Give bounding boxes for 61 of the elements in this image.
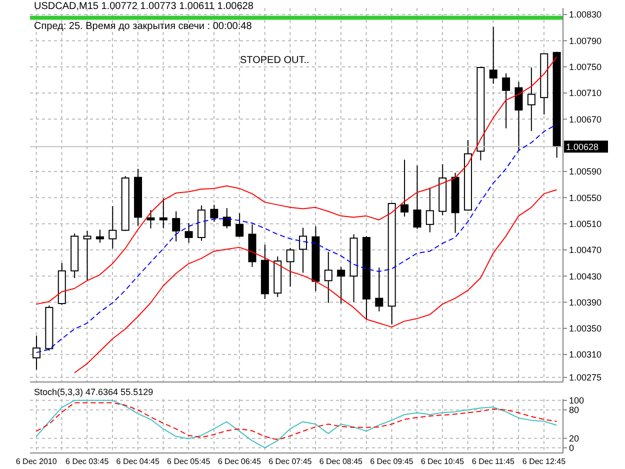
y-tick-label: 1.00830	[569, 10, 602, 20]
x-tick-label: 6 Dec 08:45	[319, 457, 364, 466]
line-series	[36, 56, 558, 305]
candlestick	[489, 26, 498, 84]
x-tick-label: 6 Dec 04:45	[116, 457, 160, 466]
line-series	[36, 400, 558, 448]
y-tick-label: 1.00390	[569, 297, 602, 308]
y-tick-label: 1.00470	[569, 245, 602, 256]
annotation: STOPED OUT..	[240, 55, 310, 66]
candlestick	[83, 230, 92, 280]
candlestick	[286, 247, 294, 288]
y-tick-label: 1.00790	[569, 36, 602, 46]
y-tick-label: 1.00750	[569, 62, 602, 72]
candlestick	[184, 222, 193, 244]
candlestick	[108, 206, 117, 250]
candlestick	[222, 208, 231, 229]
candlestick	[502, 72, 510, 129]
y-tick-label: 0	[569, 442, 574, 453]
y-tick-label: 1.00590	[569, 166, 602, 177]
y-tick-label: 20	[569, 434, 580, 444]
y-tick-label: 1.00275	[569, 372, 602, 383]
candlestick	[210, 204, 218, 222]
x-tick-label: 6 Dec 03:45	[66, 457, 110, 466]
candlestick	[527, 67, 536, 132]
chart-title: Stoch(5,3,3) 47.6364 55.5129	[34, 387, 154, 397]
x-tick-label: 6 Dec 11:45	[472, 457, 516, 466]
y-tick-label: 1.00710	[569, 88, 602, 98]
x-tick-label: 6 Dec 09:45	[370, 457, 414, 466]
chart-title: USDCAD,M15 1.00772 1.00773 1.00611 1.00628	[34, 1, 254, 12]
text: Спред: 25. Время до закрытия свечи : 00:00:48	[34, 21, 252, 32]
x-tick-label: 6 Dec 05:45	[167, 457, 211, 466]
candlestick	[337, 266, 346, 304]
y-tick-label: 1.00310	[569, 350, 602, 360]
candlestick	[413, 165, 422, 230]
y-tick-label: 1.00550	[569, 192, 602, 203]
line-series	[36, 402, 558, 440]
y-tick-label: 100	[569, 396, 584, 406]
candlestick	[146, 210, 155, 229]
candlestick	[32, 335, 40, 370]
y-tick-label: 1.00350	[569, 324, 602, 334]
line-series	[74, 189, 558, 374]
candlestick	[400, 159, 409, 218]
x-tick-label: 6 Dec 10:45	[420, 457, 465, 466]
y-tick-label: 1.00670	[569, 114, 602, 124]
candlestick	[426, 187, 434, 233]
candlestick	[375, 267, 384, 312]
candlestick	[96, 229, 104, 244]
y-tick-label: 1.00510	[569, 218, 602, 229]
candlestick	[324, 251, 332, 304]
candlestick	[514, 81, 523, 152]
x-tick-label: 6 Dec 06:45	[218, 457, 262, 466]
candlestick	[299, 227, 307, 274]
candlestick	[172, 210, 180, 242]
candlestick	[236, 212, 244, 238]
y-tick-label: 1.00430	[569, 271, 602, 282]
candlestick	[159, 198, 168, 229]
x-tick-label: 6 Dec 2010	[16, 457, 58, 466]
y-tick-label: 80	[569, 405, 580, 416]
x-tick-label: 6 Dec 07:45	[268, 457, 312, 466]
ref-line-label: 1.00628	[566, 142, 599, 152]
x-tick-label: 6 Dec 12:45	[522, 457, 566, 466]
